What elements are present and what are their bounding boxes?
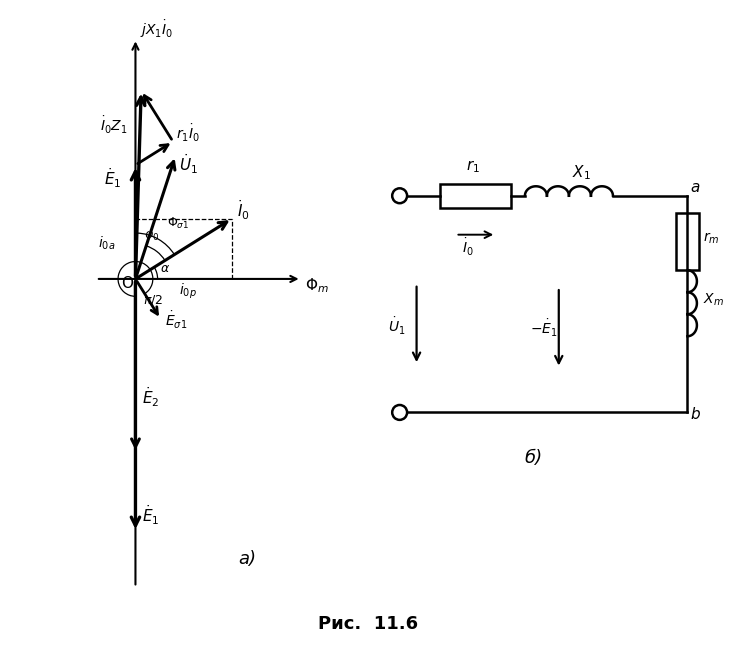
Text: $\pi/2$: $\pi/2$ (144, 293, 163, 307)
Text: $i_{0a}$: $i_{0a}$ (97, 235, 115, 252)
Text: b: b (691, 407, 701, 422)
Text: а): а) (238, 549, 256, 567)
Text: O: O (121, 276, 133, 291)
Text: a: a (691, 181, 700, 195)
Text: $\dot{E}_{\sigma 1}$: $\dot{E}_{\sigma 1}$ (166, 311, 188, 331)
Text: $\Phi_m$: $\Phi_m$ (305, 276, 328, 294)
Text: $r_1 \dot{I}_0$: $r_1 \dot{I}_0$ (176, 124, 200, 144)
Text: $X_m$: $X_m$ (703, 291, 723, 307)
Text: $\dot{U}_1$: $\dot{U}_1$ (388, 316, 406, 337)
Text: $\dot{U}_1$: $\dot{U}_1$ (179, 153, 198, 176)
FancyBboxPatch shape (676, 213, 699, 270)
Text: $j X_1 \dot{I}_0$: $j X_1 \dot{I}_0$ (140, 19, 174, 40)
Text: б): б) (525, 449, 543, 467)
Text: $i_{0p}$: $i_{0p}$ (179, 282, 197, 301)
Text: $\dot{E}_1$: $\dot{E}_1$ (142, 503, 159, 527)
Text: $\alpha$: $\alpha$ (160, 262, 170, 275)
Text: $\dot{I}_0$: $\dot{I}_0$ (462, 237, 474, 258)
Text: $\dot{I}_0 Z_1$: $\dot{I}_0 Z_1$ (100, 115, 127, 137)
Text: $\Phi_{\sigma 1}$: $\Phi_{\sigma 1}$ (167, 215, 189, 231)
Text: $-\dot{E}_1$: $-\dot{E}_1$ (530, 318, 558, 339)
Text: $\dot{E}_2$: $\dot{E}_2$ (142, 385, 159, 409)
Text: $\dot{I}_0$: $\dot{I}_0$ (237, 198, 250, 222)
Text: $X_1$: $X_1$ (573, 163, 591, 182)
Text: $r_m$: $r_m$ (703, 230, 719, 246)
FancyBboxPatch shape (440, 184, 512, 208)
Text: $\varphi_0$: $\varphi_0$ (144, 229, 160, 243)
Text: $\dot{E}_1$: $\dot{E}_1$ (104, 167, 121, 190)
Text: Рис.  11.6: Рис. 11.6 (318, 615, 418, 633)
Text: $r_1$: $r_1$ (466, 159, 480, 175)
